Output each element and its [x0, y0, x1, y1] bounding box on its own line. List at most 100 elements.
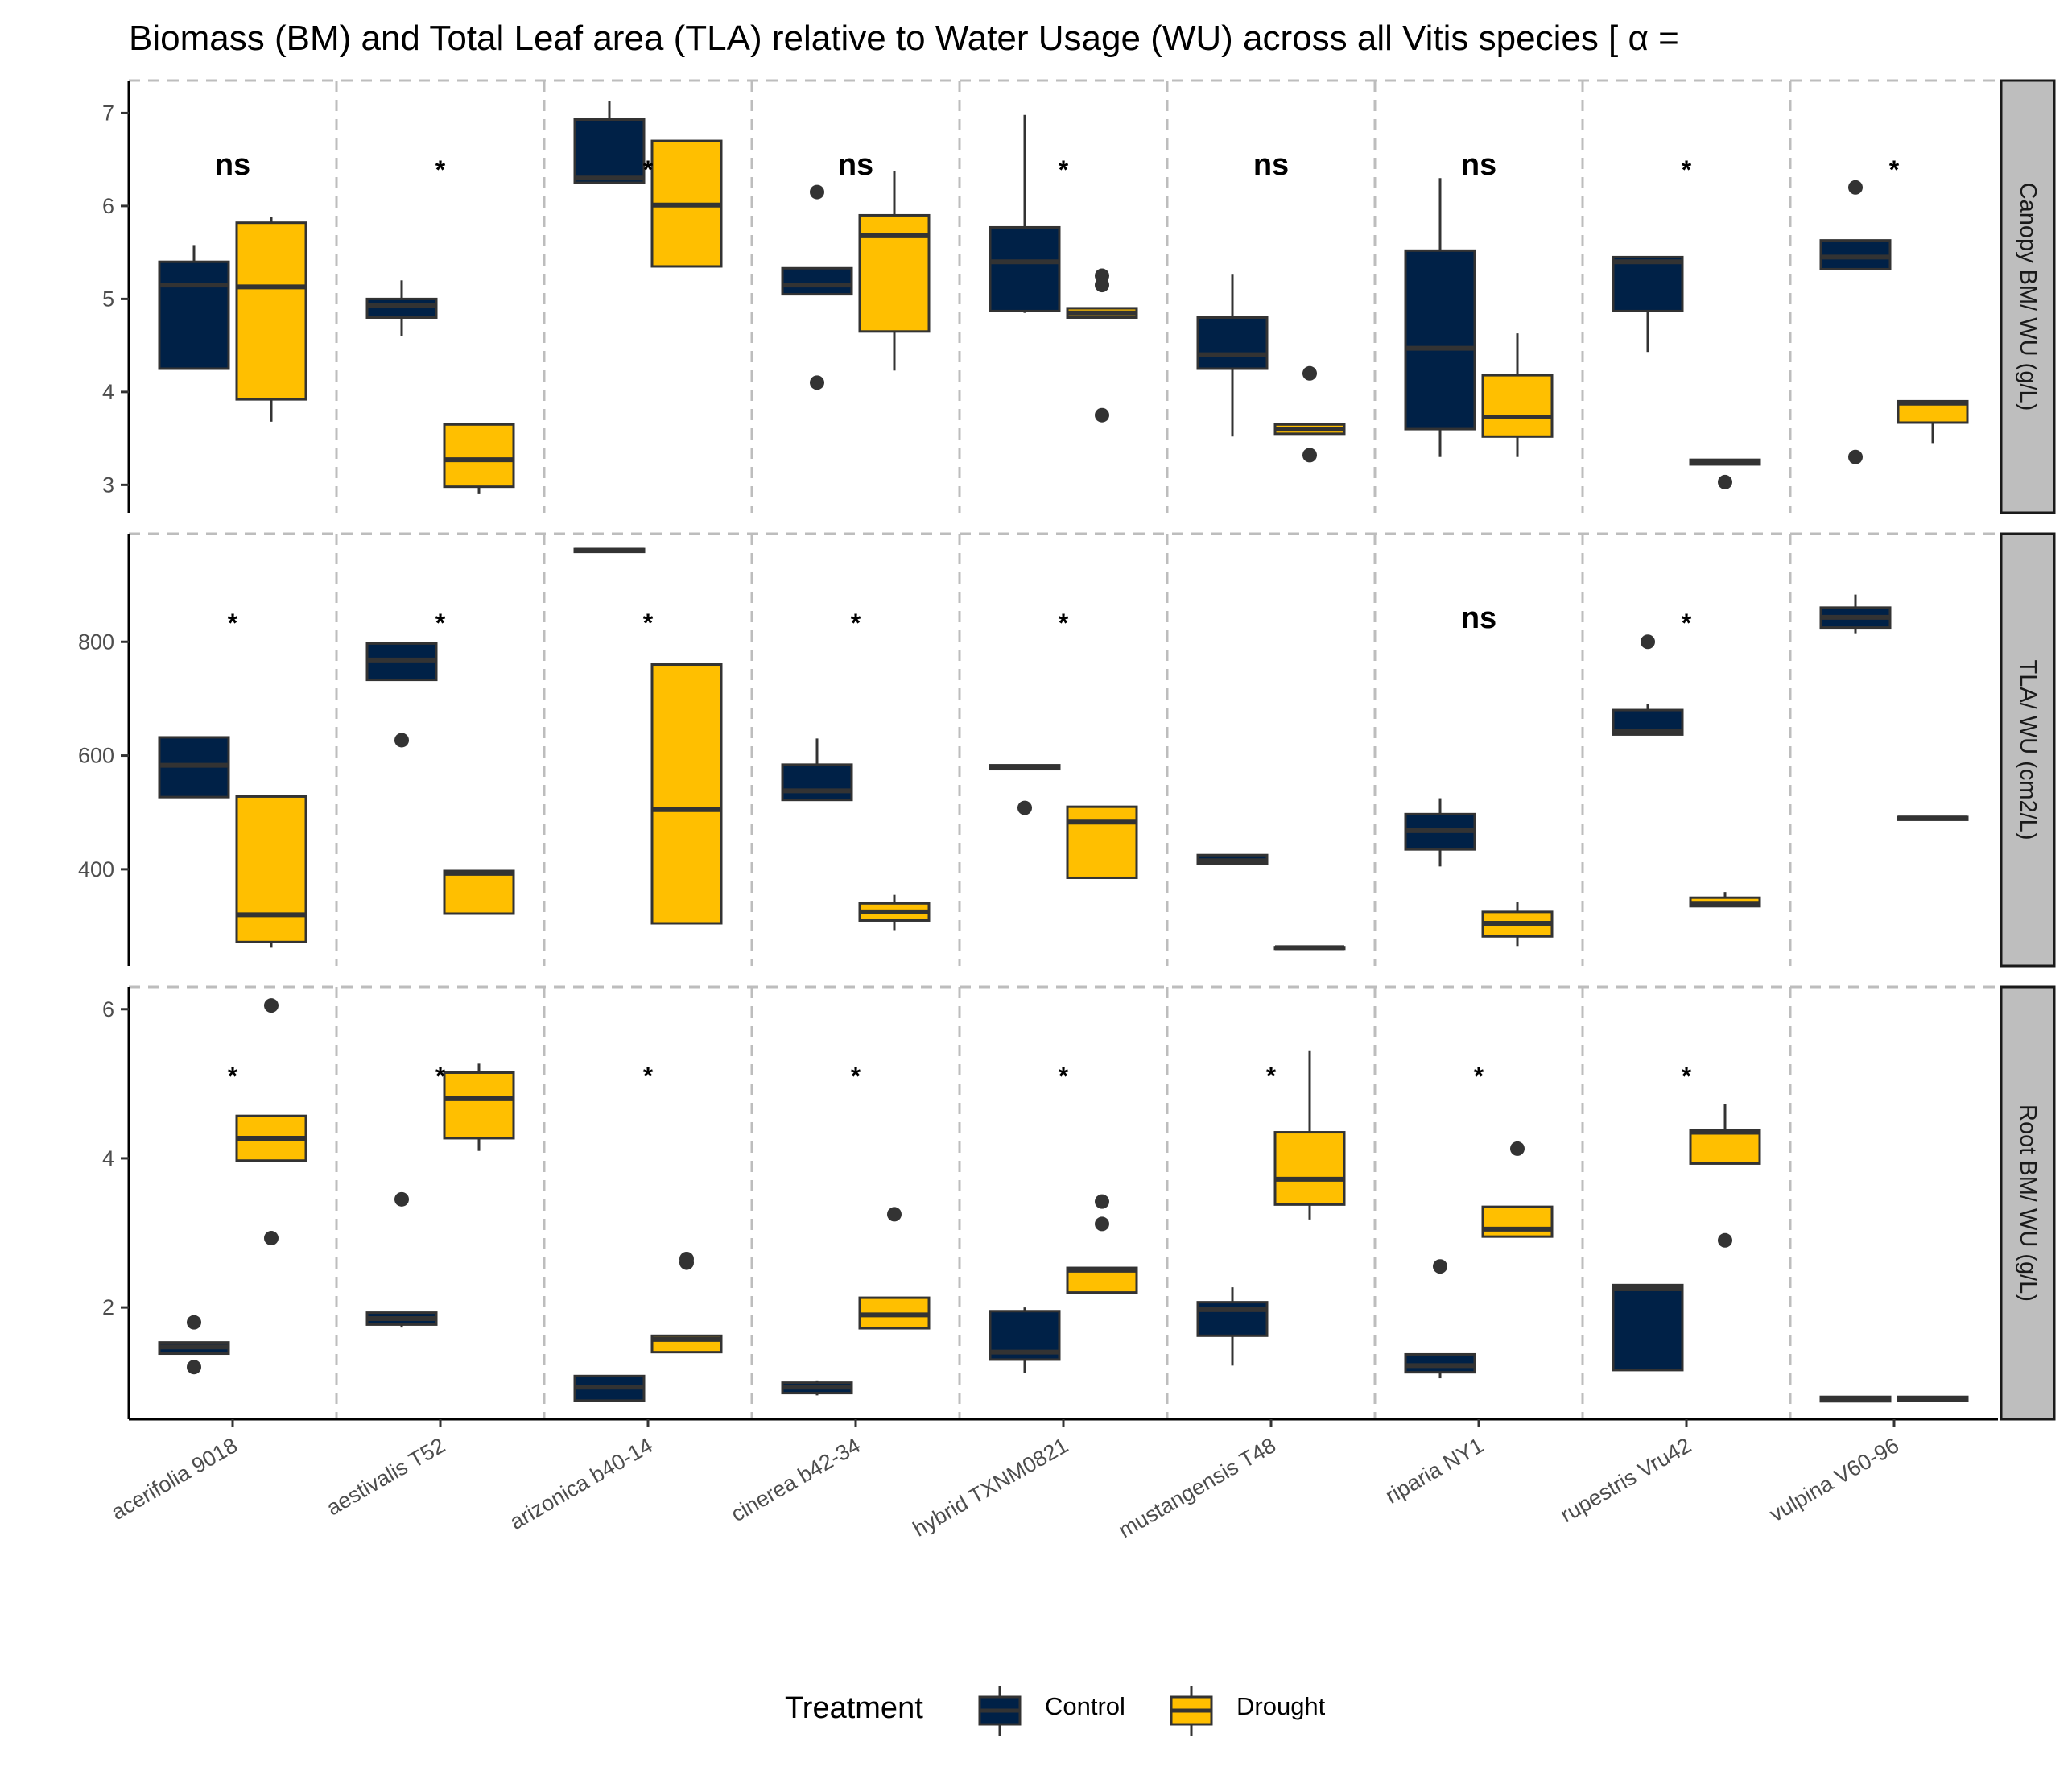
box-drought: [1897, 815, 1969, 821]
box-control: [365, 1191, 438, 1328]
outlier-point: [810, 184, 824, 200]
box-drought: [1689, 892, 1761, 908]
box-control: [1612, 1283, 1684, 1372]
outlier-point: [1017, 800, 1032, 815]
y-tick-label: 7: [102, 101, 114, 125]
box-iqr: [1196, 1301, 1269, 1337]
box-iqr: [1612, 255, 1684, 312]
box-iqr: [365, 297, 438, 319]
outlier-point: [394, 1191, 409, 1207]
box-iqr: [1404, 249, 1476, 431]
box-control: [1819, 1395, 1892, 1403]
box-drought: [858, 1207, 931, 1330]
significance-label: *: [1682, 1062, 1692, 1091]
box-drought: [858, 894, 931, 931]
facet-strip: [2000, 532, 2056, 968]
box-control: [1612, 634, 1684, 736]
outlier-point: [264, 998, 279, 1013]
y-tick-label: 5: [102, 287, 114, 311]
box-drought: [443, 869, 515, 915]
box-control: [1819, 594, 1892, 634]
box-drought: [1066, 805, 1138, 879]
outlier-point: [887, 1207, 902, 1222]
box-control: [781, 184, 853, 390]
significance-label: ns: [215, 148, 250, 182]
legend-key-control: [978, 1686, 1022, 1736]
box-drought: [1689, 1104, 1761, 1248]
significance-label: ns: [838, 148, 873, 182]
significance-label: *: [1682, 609, 1692, 638]
outlier-point: [1095, 1216, 1109, 1232]
box-drought: [650, 139, 723, 268]
box-iqr: [1196, 316, 1269, 370]
significance-label: *: [435, 1062, 446, 1091]
legend-key-drought: [1170, 1686, 1213, 1736]
significance-label: *: [228, 1062, 238, 1091]
panel-3: 2 4 6 Root BM/ WU (g/L) * * * * * * * *: [102, 985, 2056, 1421]
significance-label: *: [435, 609, 446, 638]
significance-label: *: [1266, 1062, 1277, 1091]
significance-label: *: [643, 1062, 654, 1091]
significance-label: ns: [1253, 148, 1289, 182]
significance-label: *: [228, 609, 238, 638]
box-control: [1196, 274, 1269, 437]
outlier-point: [1433, 1259, 1447, 1274]
outlier-point: [394, 733, 409, 748]
outlier-point: [1095, 278, 1109, 293]
box-drought: [1689, 458, 1761, 489]
significance-label: *: [1059, 609, 1069, 638]
significance-label: *: [1474, 1062, 1484, 1091]
box-control: [573, 1374, 646, 1402]
y-tick-label: 800: [78, 630, 114, 654]
box-drought: [443, 423, 515, 494]
box-control: [365, 642, 438, 748]
box-control: [365, 280, 438, 336]
box-drought: [1273, 365, 1346, 463]
box-iqr: [1612, 1283, 1684, 1372]
box-control: [1196, 853, 1269, 865]
significance-label: *: [435, 155, 446, 184]
box-iqr: [781, 266, 853, 296]
y-tick-label: 3: [102, 473, 114, 497]
box-iqr: [1273, 1131, 1346, 1206]
outlier-point: [187, 1315, 201, 1330]
significance-label: *: [1682, 155, 1692, 184]
box-control: [1404, 798, 1476, 867]
box-drought: [1897, 1395, 1969, 1402]
significance-label: *: [1059, 1062, 1069, 1091]
box-drought: [1897, 399, 1969, 444]
box-drought: [650, 1251, 723, 1354]
significance-label: *: [643, 155, 654, 184]
significance-label: *: [643, 609, 654, 638]
box-iqr: [858, 213, 931, 333]
box-control: [1404, 1259, 1476, 1379]
box-iqr: [1689, 1129, 1761, 1165]
box-drought: [650, 663, 723, 925]
box-control: [989, 1307, 1061, 1373]
significance-label: *: [851, 609, 861, 638]
outlier-point: [1641, 634, 1655, 650]
legend-title: Treatment: [785, 1691, 923, 1725]
box-iqr: [1481, 374, 1554, 438]
box-control: [158, 736, 230, 799]
box-iqr: [650, 663, 723, 925]
panel-2: 400 600 800 TLA/ WU (cm2/L) * * * * * ns *: [78, 532, 2056, 968]
box-control: [158, 245, 230, 370]
outlier-point: [810, 375, 824, 390]
outlier-point: [1302, 365, 1317, 381]
outlier-point: [1718, 474, 1732, 489]
y-tick-label: 6: [102, 194, 114, 218]
box-iqr: [1481, 1205, 1554, 1238]
y-tick-label: 4: [102, 380, 114, 404]
box-iqr: [443, 869, 515, 915]
box-control: [573, 547, 646, 554]
box-drought: [1066, 268, 1138, 423]
outlier-point: [1095, 1194, 1109, 1209]
box-iqr: [443, 423, 515, 489]
legend-label-drought: Drought: [1236, 1692, 1326, 1720]
legend-label-control: Control: [1045, 1692, 1125, 1720]
box-drought: [1481, 902, 1554, 947]
box-control: [573, 101, 646, 184]
box-drought: [443, 1063, 515, 1151]
